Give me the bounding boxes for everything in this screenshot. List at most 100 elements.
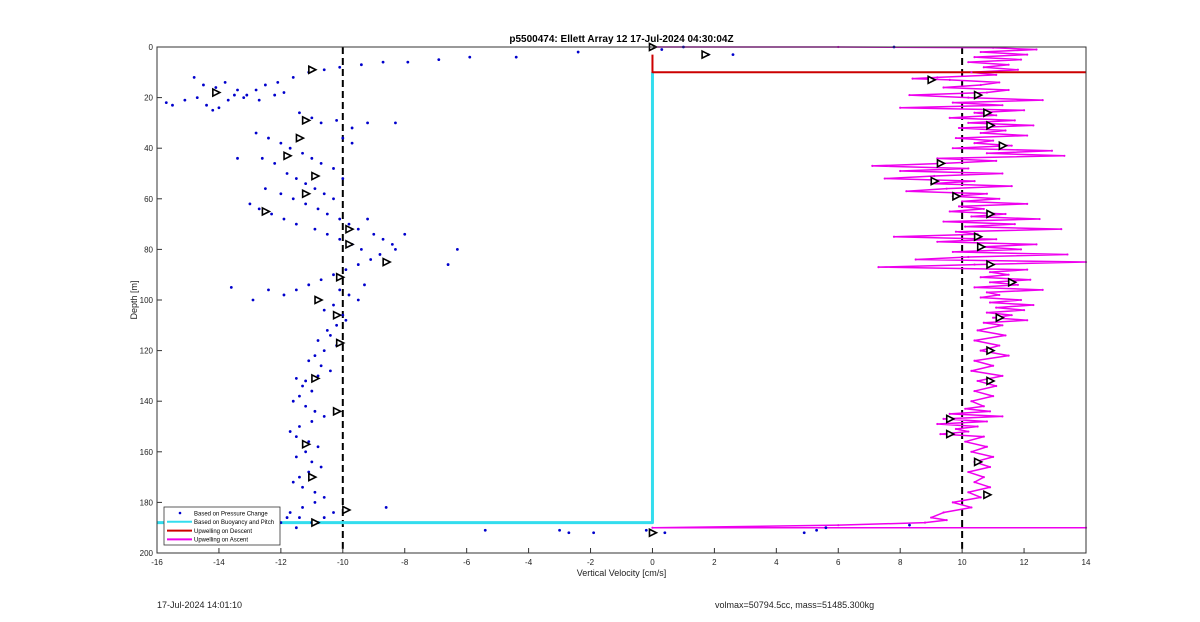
x-tick-label: -12	[275, 558, 287, 567]
pressure-point	[223, 81, 227, 84]
ascent-point	[967, 470, 970, 474]
ascent-point	[970, 506, 973, 509]
pressure-point	[298, 516, 301, 519]
ascent-point	[985, 311, 989, 314]
pressure-point	[329, 334, 332, 337]
ascent-point	[973, 56, 976, 59]
pressure-point	[316, 339, 320, 342]
pressure-point	[254, 88, 258, 92]
legend-label: Based on Buoyancy and Pitch	[194, 520, 274, 526]
triangle-marker	[261, 206, 272, 217]
ascent-point	[970, 450, 973, 453]
pressure-point	[335, 118, 339, 122]
pressure-point	[310, 389, 314, 393]
ascent-point	[1004, 334, 1007, 337]
pressure-point	[332, 511, 335, 514]
pressure-point	[257, 98, 261, 102]
ascent-point	[995, 384, 998, 388]
pressure-point	[384, 506, 388, 509]
ascent-point	[985, 152, 989, 155]
pressure-point	[288, 511, 292, 514]
pressure-point	[372, 232, 376, 236]
x-tick-label: 14	[1082, 558, 1091, 567]
pressure-point	[356, 227, 360, 231]
y-axis-label: Depth [m]	[129, 280, 139, 319]
pressure-point	[282, 91, 286, 94]
triangle-marker	[983, 107, 993, 118]
pressure-point	[378, 253, 382, 256]
x-axis-ticks: -16 -14 -12 -10 -8 -6 -4 -2 0 2 4 6 8 10 12 14	[151, 548, 1091, 567]
y-tick-label: 40	[144, 144, 153, 153]
footer-timestamp: 17-Jul-2024 14:01:10	[157, 600, 243, 610]
pressure-point	[211, 108, 215, 112]
ascent-point	[973, 339, 976, 342]
triangle-marker	[973, 90, 984, 100]
y-tick-label: 20	[144, 94, 153, 103]
ascent-point	[1035, 48, 1038, 51]
ascent-point	[948, 210, 951, 213]
ascent-point	[967, 491, 970, 494]
pressure-point	[273, 93, 277, 97]
pressure-point	[195, 96, 199, 99]
ascent-point	[964, 440, 967, 443]
pressure-point	[294, 435, 298, 439]
y-tick-label: 0	[149, 43, 154, 52]
pressure-point	[319, 121, 323, 125]
triangle-marker	[701, 49, 711, 60]
pressure-point	[319, 465, 323, 469]
pressure-point	[338, 237, 342, 241]
ascent-point	[1041, 288, 1044, 291]
ascent-point	[1007, 354, 1010, 357]
pressure-point	[294, 455, 298, 459]
triangle-marker	[308, 472, 318, 482]
ascent-point	[651, 526, 654, 529]
ascent-point	[979, 83, 982, 87]
ascent-point	[964, 225, 967, 228]
pressure-point	[316, 445, 320, 449]
ascent-point	[899, 106, 902, 109]
ascent-point	[988, 301, 992, 304]
pressure-point	[316, 207, 320, 211]
y-tick-label: 100	[140, 296, 154, 305]
pressure-point	[366, 217, 369, 221]
ascent-point	[1001, 104, 1004, 107]
pressure-point	[288, 430, 292, 433]
ascent-point	[970, 215, 973, 218]
pressure-point	[514, 55, 518, 59]
ascent-point	[936, 240, 939, 243]
series-buoyancy-pitch	[157, 72, 654, 525]
pressure-point	[285, 172, 289, 175]
ascent-point	[973, 111, 976, 114]
ascent-point	[936, 422, 939, 426]
x-tick-label: -10	[337, 558, 349, 567]
ascent-point	[973, 359, 976, 362]
ascent-point	[948, 78, 951, 81]
pressure-point	[285, 516, 289, 519]
series-upwelling-ascent	[651, 46, 1087, 529]
pressure-point	[322, 414, 326, 418]
pressure-point	[301, 485, 304, 489]
pressure-point	[319, 278, 323, 282]
pressure-point	[291, 197, 295, 201]
pressure-point	[359, 248, 363, 251]
ascent-point	[1050, 149, 1054, 152]
pressure-point	[245, 93, 249, 97]
ascent-point	[939, 432, 942, 436]
y-tick-label: 200	[140, 549, 154, 558]
pressure-point	[341, 313, 345, 317]
pressure-point	[341, 136, 345, 140]
triangle-marker	[945, 414, 956, 424]
pressure-point	[322, 68, 326, 72]
ascent-point	[982, 405, 985, 408]
ascent-point	[1041, 99, 1044, 102]
x-tick-label: 10	[958, 558, 967, 567]
pressure-point	[322, 349, 326, 352]
triangle-marker	[927, 75, 937, 85]
pressure-point	[731, 53, 735, 56]
ascent-point	[985, 192, 989, 195]
triangle-marker	[986, 376, 996, 386]
pressure-point	[319, 161, 323, 165]
triangle-marker	[945, 429, 956, 439]
triangle-marker	[335, 272, 346, 283]
ascent-point	[967, 167, 970, 170]
